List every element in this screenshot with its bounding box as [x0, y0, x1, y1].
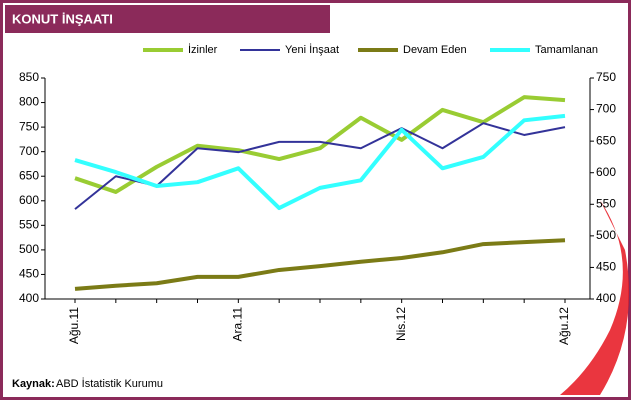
y2-tick-label: 400 [596, 291, 616, 305]
series-line [74, 113, 566, 211]
legend-text: İzinler [188, 43, 218, 56]
y-tick-label: 600 [19, 193, 39, 207]
y2-tick-label: 750 [596, 70, 616, 84]
y2-tick-label: 450 [596, 260, 616, 274]
y2-tick-label: 600 [596, 165, 616, 179]
y-tick-label: 700 [19, 144, 39, 158]
series-line [74, 238, 566, 291]
y2-tick-label: 700 [596, 102, 616, 116]
x-tick-label: Nis.12 [394, 307, 408, 341]
y-tick-label: 500 [19, 242, 39, 256]
x-tick-label: Ağu.11 [67, 307, 81, 344]
chart-title: KONUT İNŞAATI [12, 11, 113, 26]
y-tick-label: 550 [19, 218, 39, 232]
y-tick-label: 400 [19, 291, 39, 305]
title-bar [5, 5, 330, 33]
y2-tick-label: 550 [596, 196, 616, 210]
x-tick-label: Ağu.12 [557, 307, 571, 345]
y-tick-label: 750 [19, 119, 39, 133]
legend-text: Devam Eden [403, 44, 467, 56]
y-tick-label: 450 [19, 267, 39, 281]
y-tick-label: 850 [19, 70, 39, 84]
y-tick-label: 650 [19, 168, 39, 182]
source-label: Kaynak: [12, 378, 55, 390]
decoration [560, 200, 630, 395]
y2-tick-label: 500 [596, 228, 616, 242]
y-tick-label: 800 [19, 95, 39, 109]
x-tick-label: Ara.11 [231, 307, 245, 342]
legend-text: Yeni İnşaat [285, 43, 339, 56]
legend-text: Tamamlanan [535, 44, 598, 56]
y2-tick-label: 650 [596, 133, 616, 147]
source-text: ABD İstatistik Kurumu [56, 377, 163, 390]
